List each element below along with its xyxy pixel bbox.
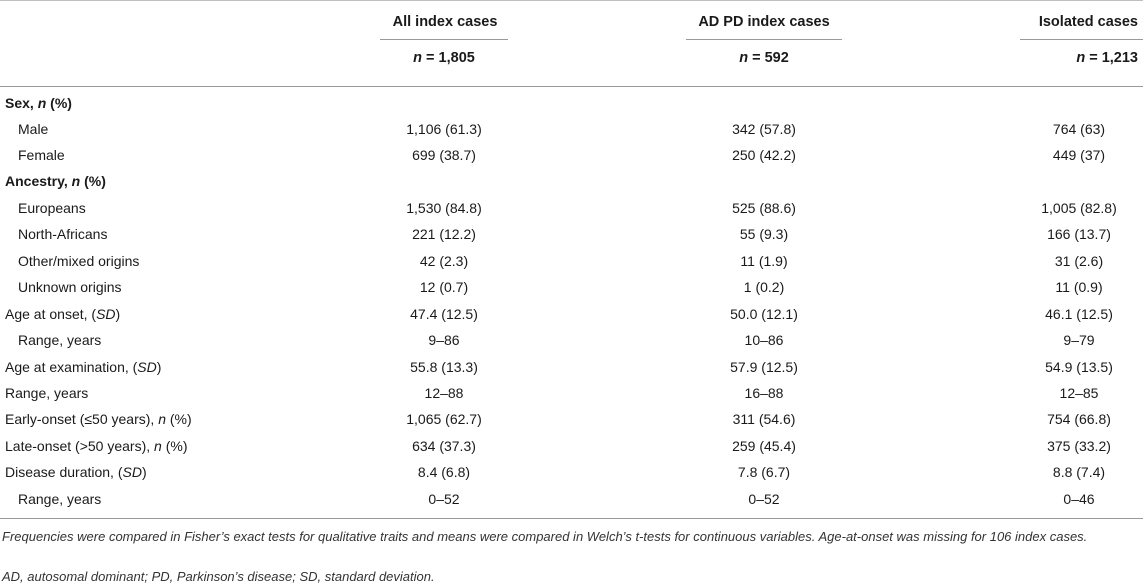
table-row-europeans: Europeans 1,530 (84.8) 525 (88.6) 1,005 … xyxy=(0,196,1143,222)
footnote-methods: Frequencies were compared in Fisher’s ex… xyxy=(2,529,1088,544)
cell-adpd: 259 (45.4) xyxy=(732,438,796,454)
cell-isolated: 166 (13.7) xyxy=(1047,226,1111,242)
cell-isolated: 11 (0.9) xyxy=(1055,279,1103,295)
row-label: Unknown origins xyxy=(18,279,122,295)
cell-all: 634 (37.3) xyxy=(412,438,476,454)
n-value: = 1,805 xyxy=(426,50,475,66)
cell-all: 221 (12.2) xyxy=(412,226,476,242)
cell-adpd: 10–86 xyxy=(744,332,784,348)
table-bottom-rule xyxy=(0,518,1143,519)
cell-isolated: 754 (66.8) xyxy=(1047,411,1111,427)
cell-all: 47.4 (12.5) xyxy=(410,306,478,322)
cell-all: 55.8 (13.3) xyxy=(410,359,478,375)
table-row-disease-duration: Disease duration, (SD) 8.4 (6.8) 7.8 (6.… xyxy=(0,460,1143,486)
cell-all: 8.4 (6.8) xyxy=(417,464,471,480)
cell-isolated: 12–85 xyxy=(1059,385,1099,401)
cell-adpd: 16–88 xyxy=(744,385,784,401)
cell-isolated: 764 (63) xyxy=(1052,121,1106,137)
col-header-adpd: AD PD index cases xyxy=(698,14,830,30)
row-label: Male xyxy=(18,121,49,137)
cell-adpd: 342 (57.8) xyxy=(732,121,796,137)
cell-all: 9–86 xyxy=(428,332,460,348)
cell-isolated: 46.1 (12.5) xyxy=(1045,306,1113,322)
row-label: Range, years xyxy=(18,491,102,507)
table-row-other-mixed: Other/mixed origins 42 (2.3) 11 (1.9) 31… xyxy=(0,249,1143,275)
row-label: Disease duration, (SD) xyxy=(5,464,147,480)
cell-all: 42 (2.3) xyxy=(419,253,469,269)
table-top-rule xyxy=(0,0,1143,1)
cell-adpd: 57.9 (12.5) xyxy=(730,359,798,375)
cell-all: 1,530 (84.8) xyxy=(406,200,482,216)
row-label: Female xyxy=(18,147,65,163)
cell-all: 0–52 xyxy=(428,491,460,507)
cell-all: 699 (38.7) xyxy=(412,147,476,163)
cell-isolated: 31 (2.6) xyxy=(1054,253,1104,269)
cell-isolated: 1,005 (82.8) xyxy=(1041,200,1117,216)
table-row-sex: Sex, n (%) xyxy=(0,91,1143,117)
cell-isolated: 0–46 xyxy=(1063,491,1095,507)
col-header-rule-all xyxy=(380,39,508,40)
row-label: Range, years xyxy=(18,332,102,348)
header-separator xyxy=(0,86,1143,87)
col-header-rule-isolated xyxy=(1020,39,1143,40)
cell-adpd: 0–52 xyxy=(748,491,780,507)
cell-all: 1,106 (61.3) xyxy=(406,121,482,137)
cell-adpd: 525 (88.6) xyxy=(732,200,796,216)
cell-adpd: 50.0 (12.1) xyxy=(730,306,798,322)
cell-isolated: 9–79 xyxy=(1063,332,1095,348)
row-label: Europeans xyxy=(18,200,86,216)
table-row-age-onset: Age at onset, (SD) 47.4 (12.5) 50.0 (12.… xyxy=(0,302,1143,328)
col-header-all: All index cases xyxy=(392,14,498,30)
row-label: Early-onset (≤50 years), n (%) xyxy=(5,411,192,427)
col-header-isolated: Isolated cases xyxy=(1038,14,1138,30)
row-label: Sex, n (%) xyxy=(5,95,72,111)
n-count-all: n = 1,805 xyxy=(380,50,508,70)
cell-adpd: 311 (54.6) xyxy=(732,411,796,427)
row-label: Range, years xyxy=(5,385,89,401)
n-count-isolated: n = 1,213 xyxy=(1020,50,1138,70)
table-row-unknown-origins: Unknown origins 12 (0.7) 1 (0.2) 11 (0.9… xyxy=(0,275,1143,301)
row-label: Other/mixed origins xyxy=(18,253,140,269)
table-row-age-exam: Age at examination, (SD) 55.8 (13.3) 57.… xyxy=(0,355,1143,381)
cell-adpd: 1 (0.2) xyxy=(743,279,785,295)
cell-isolated: 449 (37) xyxy=(1052,147,1106,163)
cell-isolated: 8.8 (7.4) xyxy=(1052,464,1106,480)
table-row-female: Female 699 (38.7) 250 (42.2) 449 (37) xyxy=(0,143,1143,169)
cell-all: 12–88 xyxy=(424,385,464,401)
n-value: = 1,213 xyxy=(1089,50,1138,66)
table-row-north-africans: North-Africans 221 (12.2) 55 (9.3) 166 (… xyxy=(0,222,1143,248)
table-row-late-onset: Late-onset (>50 years), n (%) 634 (37.3)… xyxy=(0,434,1143,460)
row-label: Age at examination, (SD) xyxy=(5,359,162,375)
n-symbol: n xyxy=(739,50,749,66)
row-label: North-Africans xyxy=(18,226,108,242)
n-value: = 592 xyxy=(752,50,789,66)
n-symbol: n xyxy=(1076,50,1086,66)
cell-isolated: 375 (33.2) xyxy=(1047,438,1111,454)
table-row-ancestry: Ancestry, n (%) xyxy=(0,169,1143,195)
n-count-adpd: n = 592 xyxy=(687,50,841,70)
cell-adpd: 55 (9.3) xyxy=(739,226,789,242)
table-row-duration-range: Range, years 0–52 0–52 0–46 xyxy=(0,487,1143,513)
row-label: Ancestry, n (%) xyxy=(5,173,106,189)
table-row-exam-range: Range, years 12–88 16–88 12–85 xyxy=(0,381,1143,407)
col-header-rule-adpd xyxy=(686,39,842,40)
table-row-onset-range: Range, years 9–86 10–86 9–79 xyxy=(0,328,1143,354)
cell-adpd: 7.8 (6.7) xyxy=(737,464,791,480)
row-label: Age at onset, (SD) xyxy=(5,306,121,322)
cell-adpd: 250 (42.2) xyxy=(732,147,796,163)
n-symbol: n xyxy=(413,50,423,66)
cell-isolated: 54.9 (13.5) xyxy=(1045,359,1113,375)
footnote-abbreviations: AD, autosomal dominant; PD, Parkinson’s … xyxy=(2,569,435,584)
table-row-early-onset: Early-onset (≤50 years), n (%) 1,065 (62… xyxy=(0,407,1143,433)
table-row-male: Male 1,106 (61.3) 342 (57.8) 764 (63) xyxy=(0,117,1143,143)
row-label: Late-onset (>50 years), n (%) xyxy=(5,438,188,454)
cell-adpd: 11 (1.9) xyxy=(740,253,788,269)
cell-all: 12 (0.7) xyxy=(419,279,469,295)
cell-all: 1,065 (62.7) xyxy=(406,411,482,427)
